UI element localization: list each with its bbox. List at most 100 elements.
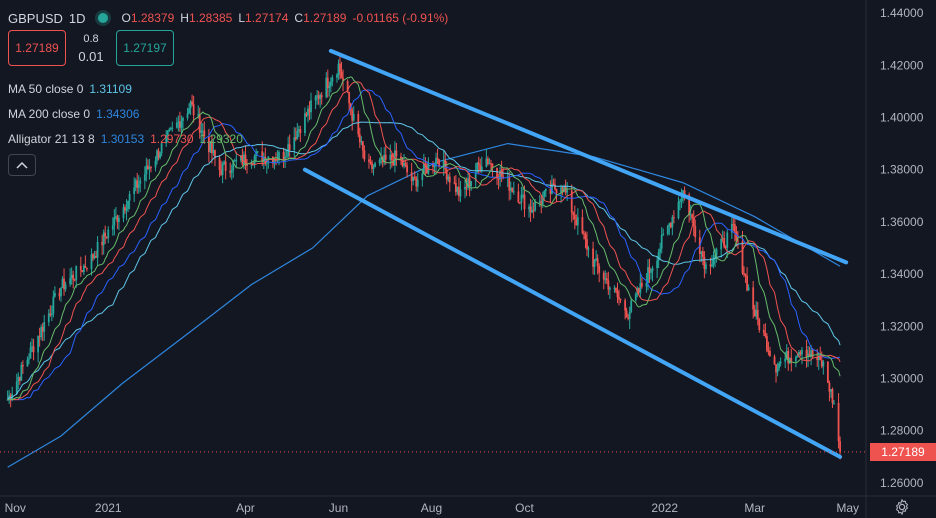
- gear-icon[interactable]: [893, 498, 911, 516]
- candle-body: [154, 160, 157, 168]
- candle-body: [20, 365, 23, 381]
- candle-body: [143, 174, 146, 181]
- candle-body: [711, 264, 713, 267]
- candle-body: [29, 347, 32, 359]
- candle-body: [787, 351, 790, 364]
- interval-label[interactable]: 1D: [68, 10, 86, 26]
- live-dot-icon: [97, 13, 108, 23]
- collapse-legend-button[interactable]: [8, 154, 36, 176]
- candle-body: [701, 251, 704, 257]
- candle-body: [456, 186, 459, 193]
- candle-body: [319, 95, 322, 99]
- candle-body: [593, 260, 596, 267]
- candle-body: [555, 189, 558, 194]
- candle-body: [148, 167, 151, 170]
- candle-body: [49, 313, 52, 316]
- candle-body: [145, 165, 148, 175]
- candle-body: [747, 287, 750, 291]
- candle-body: [265, 160, 268, 164]
- candle-body: [229, 170, 232, 173]
- candle-body: [506, 176, 509, 178]
- chart-legend: GBPUSD 1D O1.28379 H1.28385 L1.27174 C1.…: [8, 8, 448, 28]
- candle-body: [113, 217, 116, 226]
- candle-body: [182, 118, 184, 121]
- candle-body: [285, 156, 288, 158]
- candle-body: [703, 256, 706, 270]
- candle-body: [17, 377, 20, 382]
- candle-body: [276, 159, 279, 161]
- candle-body: [410, 172, 413, 182]
- candle-body: [592, 248, 594, 267]
- indicator-alligator[interactable]: Alligator 21 13 8 1.30153 1.29730 1.2932…: [8, 132, 243, 146]
- candle-body: [79, 265, 82, 271]
- candle-body: [598, 266, 601, 273]
- candle-body: [296, 130, 299, 140]
- candle-body: [90, 254, 93, 270]
- y-tick-label-0: 1.44000: [880, 6, 924, 20]
- buy-button[interactable]: 1.27197: [116, 30, 174, 66]
- candle-body: [378, 159, 381, 164]
- candle-body: [177, 121, 180, 123]
- candle-body: [101, 241, 104, 246]
- candle-body: [669, 223, 672, 228]
- symbol-label[interactable]: GBPUSD: [8, 10, 63, 26]
- candle-body: [639, 282, 642, 293]
- candle-body: [630, 300, 633, 313]
- x-tick-label-0: Nov: [5, 501, 26, 515]
- candle-body: [134, 180, 137, 188]
- candle-body: [32, 346, 35, 353]
- candle-body: [340, 71, 343, 79]
- candle-body: [239, 155, 242, 161]
- candle-body: [426, 167, 428, 174]
- candle-body: [520, 194, 523, 203]
- candle-body: [541, 196, 544, 204]
- candle-body: [421, 173, 424, 180]
- candle-body: [723, 238, 726, 248]
- candle-body: [538, 201, 541, 203]
- candle-body: [124, 207, 126, 211]
- candle-body: [573, 214, 576, 220]
- candle-body: [552, 183, 555, 185]
- candle-body: [299, 129, 302, 134]
- candle-body: [70, 274, 73, 279]
- candle-body: [448, 176, 451, 183]
- candle-body: [403, 163, 405, 167]
- candle-body: [207, 136, 210, 153]
- candle-body: [214, 150, 216, 159]
- candle-body: [778, 363, 780, 369]
- candle-body: [540, 201, 543, 204]
- candle-body: [721, 238, 724, 240]
- candle-body: [64, 284, 67, 290]
- candle-body: [618, 296, 620, 300]
- candle-body: [389, 154, 392, 160]
- candle-body: [404, 163, 407, 166]
- candle-body: [125, 208, 128, 211]
- y-tick-label-1: 1.42000: [880, 58, 924, 72]
- candle-body: [137, 183, 140, 188]
- candle-body: [81, 270, 84, 273]
- candle-body: [784, 358, 787, 362]
- indicator-ma50[interactable]: MA 50 close 0 1.31109: [8, 82, 132, 96]
- candle-body: [560, 187, 562, 194]
- candle-body: [755, 309, 758, 317]
- indicator-ma200[interactable]: MA 200 close 0 1.34306: [8, 107, 139, 121]
- candle-body: [587, 248, 590, 250]
- low-value: 1.27174: [245, 11, 289, 25]
- candle-body: [37, 336, 40, 353]
- candle-body: [186, 113, 189, 119]
- candle-body: [805, 349, 808, 358]
- candle-body: [810, 350, 813, 357]
- candle-body: [118, 218, 120, 223]
- candle-body: [575, 219, 578, 226]
- candle-body: [650, 271, 652, 273]
- candle-body: [442, 159, 445, 167]
- trade-panel: 1.27189 0.8 0.01 1.27197: [8, 30, 174, 66]
- ma50-value: 1.31109: [89, 82, 132, 96]
- x-tick-label-2: Apr: [236, 501, 255, 515]
- candle-body: [666, 225, 669, 234]
- sell-button[interactable]: 1.27189: [8, 30, 66, 66]
- open-value: 1.28379: [130, 11, 175, 25]
- candle-body: [502, 176, 505, 178]
- candle-body: [96, 241, 99, 258]
